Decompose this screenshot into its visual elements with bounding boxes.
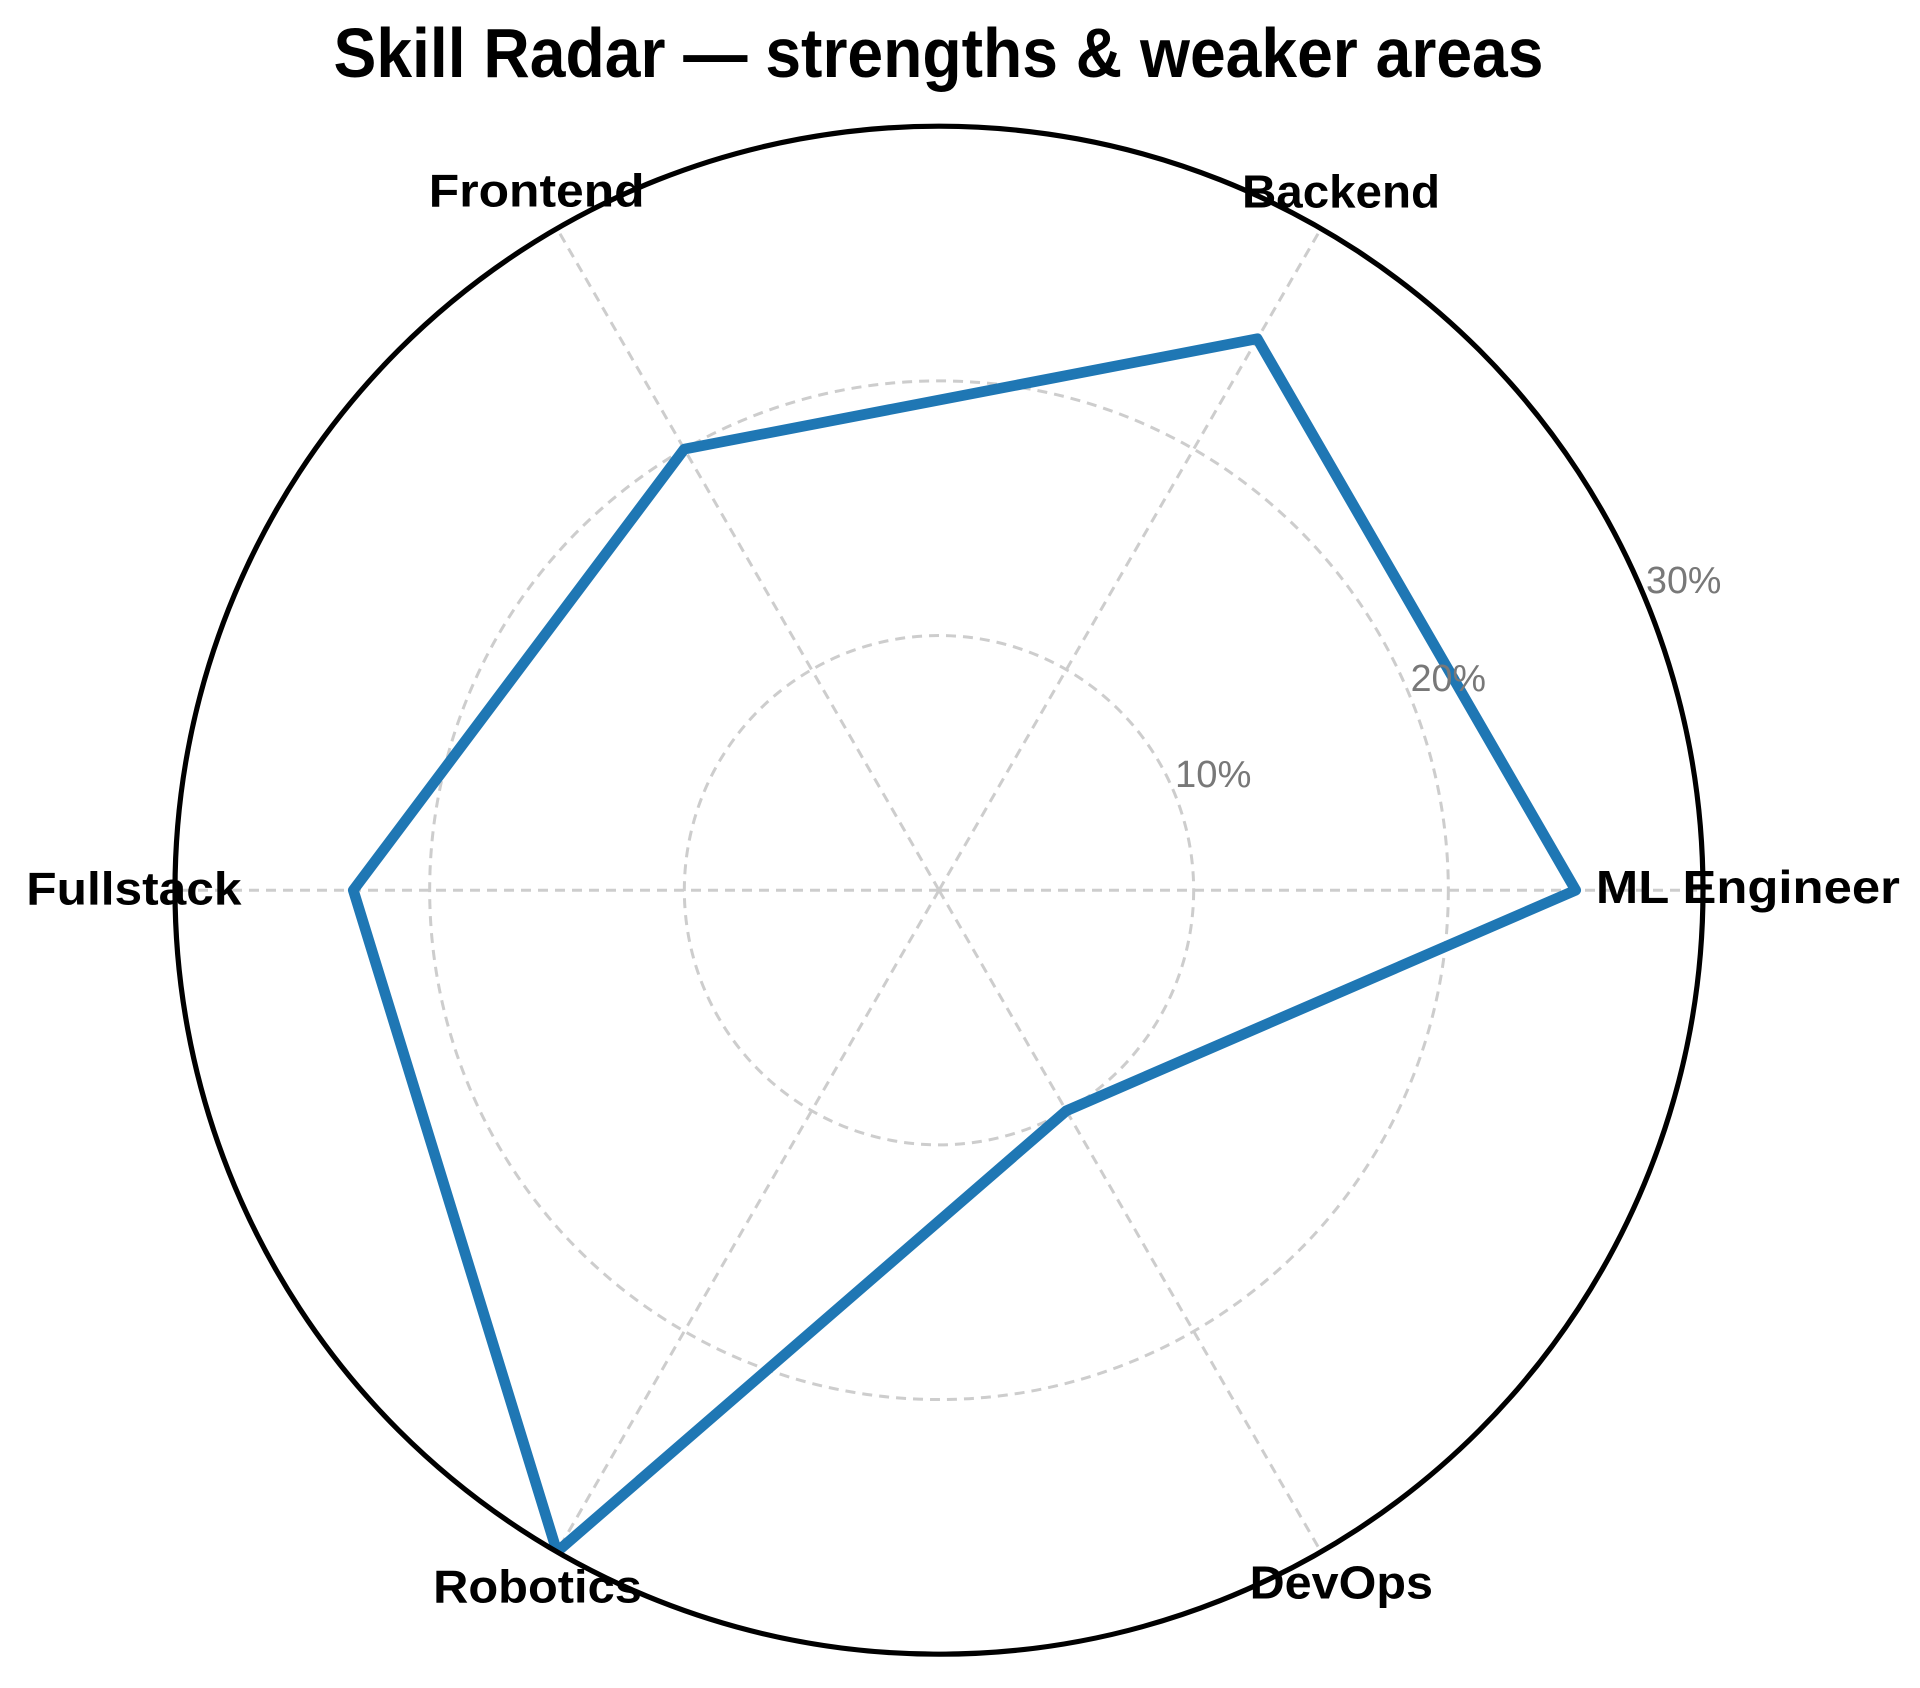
svg-text:Robotics: Robotics xyxy=(433,1560,642,1612)
svg-text:ML Engineer: ML Engineer xyxy=(1596,861,1900,913)
svg-text:Skill Radar — strengths & weak: Skill Radar — strengths & weaker areas xyxy=(334,14,1544,92)
svg-text:30%: 30% xyxy=(1646,560,1721,602)
svg-text:Backend: Backend xyxy=(1242,165,1440,217)
svg-text:Fullstack: Fullstack xyxy=(26,863,242,915)
svg-text:Frontend: Frontend xyxy=(429,165,645,217)
svg-text:10%: 10% xyxy=(1175,754,1251,796)
svg-text:20%: 20% xyxy=(1411,658,1486,700)
svg-text:DevOps: DevOps xyxy=(1250,1557,1433,1609)
